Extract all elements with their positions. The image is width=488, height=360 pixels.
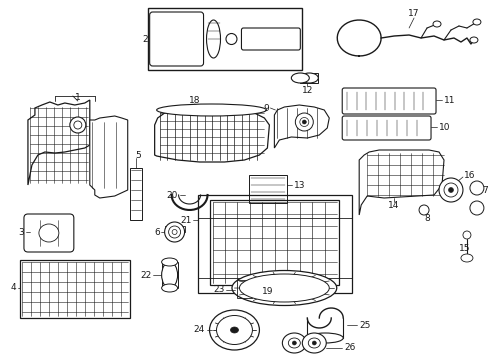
- Text: 12: 12: [301, 86, 312, 95]
- Text: 23: 23: [213, 285, 224, 294]
- Ellipse shape: [432, 21, 440, 27]
- Text: 5: 5: [135, 150, 140, 159]
- Ellipse shape: [209, 310, 259, 350]
- Ellipse shape: [472, 19, 480, 25]
- Text: 25: 25: [359, 320, 370, 329]
- Polygon shape: [28, 100, 90, 185]
- Text: 10: 10: [438, 122, 449, 131]
- Ellipse shape: [162, 284, 177, 292]
- Text: 6: 6: [154, 228, 159, 237]
- Ellipse shape: [74, 121, 81, 129]
- Ellipse shape: [447, 188, 452, 193]
- Ellipse shape: [306, 333, 343, 343]
- Polygon shape: [359, 150, 443, 215]
- Bar: [197, 195, 351, 293]
- FancyBboxPatch shape: [149, 12, 203, 66]
- FancyBboxPatch shape: [24, 214, 74, 252]
- Ellipse shape: [231, 270, 336, 306]
- Polygon shape: [90, 116, 127, 198]
- Text: 15: 15: [458, 243, 470, 252]
- Text: 7: 7: [481, 185, 487, 194]
- Ellipse shape: [438, 178, 462, 202]
- FancyBboxPatch shape: [342, 88, 435, 114]
- Ellipse shape: [168, 226, 180, 238]
- Polygon shape: [154, 108, 269, 162]
- Ellipse shape: [162, 262, 177, 288]
- Bar: [164, 226, 184, 232]
- Text: 19: 19: [261, 288, 273, 297]
- Text: 3: 3: [18, 228, 24, 237]
- Ellipse shape: [462, 231, 470, 239]
- Bar: [20, 260, 129, 318]
- Ellipse shape: [162, 258, 177, 266]
- Bar: [209, 200, 339, 285]
- Text: 13: 13: [294, 180, 305, 189]
- Bar: [129, 168, 142, 220]
- Bar: [237, 280, 252, 298]
- FancyBboxPatch shape: [241, 28, 300, 50]
- Bar: [300, 73, 318, 83]
- Ellipse shape: [469, 201, 483, 215]
- Ellipse shape: [302, 333, 325, 353]
- Ellipse shape: [156, 104, 266, 116]
- Text: 26: 26: [344, 343, 355, 352]
- Text: 4: 4: [10, 284, 16, 292]
- Ellipse shape: [216, 315, 252, 345]
- Ellipse shape: [239, 274, 328, 302]
- Ellipse shape: [469, 181, 483, 195]
- Ellipse shape: [469, 37, 477, 43]
- Text: 21: 21: [180, 216, 191, 225]
- Ellipse shape: [288, 338, 300, 348]
- Ellipse shape: [70, 117, 85, 133]
- Text: 14: 14: [387, 201, 399, 210]
- Text: 8: 8: [423, 213, 429, 222]
- Ellipse shape: [291, 73, 309, 83]
- Bar: [249, 175, 287, 203]
- Text: 20: 20: [166, 190, 177, 199]
- Ellipse shape: [230, 327, 238, 333]
- FancyBboxPatch shape: [342, 116, 430, 140]
- Bar: [147, 8, 302, 70]
- Ellipse shape: [302, 120, 305, 124]
- Ellipse shape: [443, 183, 457, 197]
- Text: 16: 16: [463, 171, 474, 180]
- Text: 17: 17: [407, 9, 419, 18]
- Ellipse shape: [292, 341, 296, 345]
- Text: 22: 22: [140, 270, 151, 279]
- Text: 11: 11: [443, 95, 454, 104]
- Ellipse shape: [282, 333, 305, 353]
- Ellipse shape: [312, 341, 316, 345]
- Ellipse shape: [307, 338, 320, 348]
- Polygon shape: [274, 105, 328, 148]
- Text: 9: 9: [263, 104, 269, 113]
- Ellipse shape: [460, 254, 472, 262]
- Ellipse shape: [300, 73, 318, 83]
- Ellipse shape: [295, 113, 313, 131]
- Text: 18: 18: [188, 95, 200, 104]
- Ellipse shape: [172, 230, 177, 234]
- Ellipse shape: [418, 205, 428, 215]
- Text: 24: 24: [193, 325, 204, 334]
- Ellipse shape: [299, 117, 308, 126]
- Ellipse shape: [164, 222, 184, 242]
- Ellipse shape: [39, 224, 59, 242]
- Text: 1: 1: [75, 93, 81, 102]
- Text: 2: 2: [142, 35, 147, 44]
